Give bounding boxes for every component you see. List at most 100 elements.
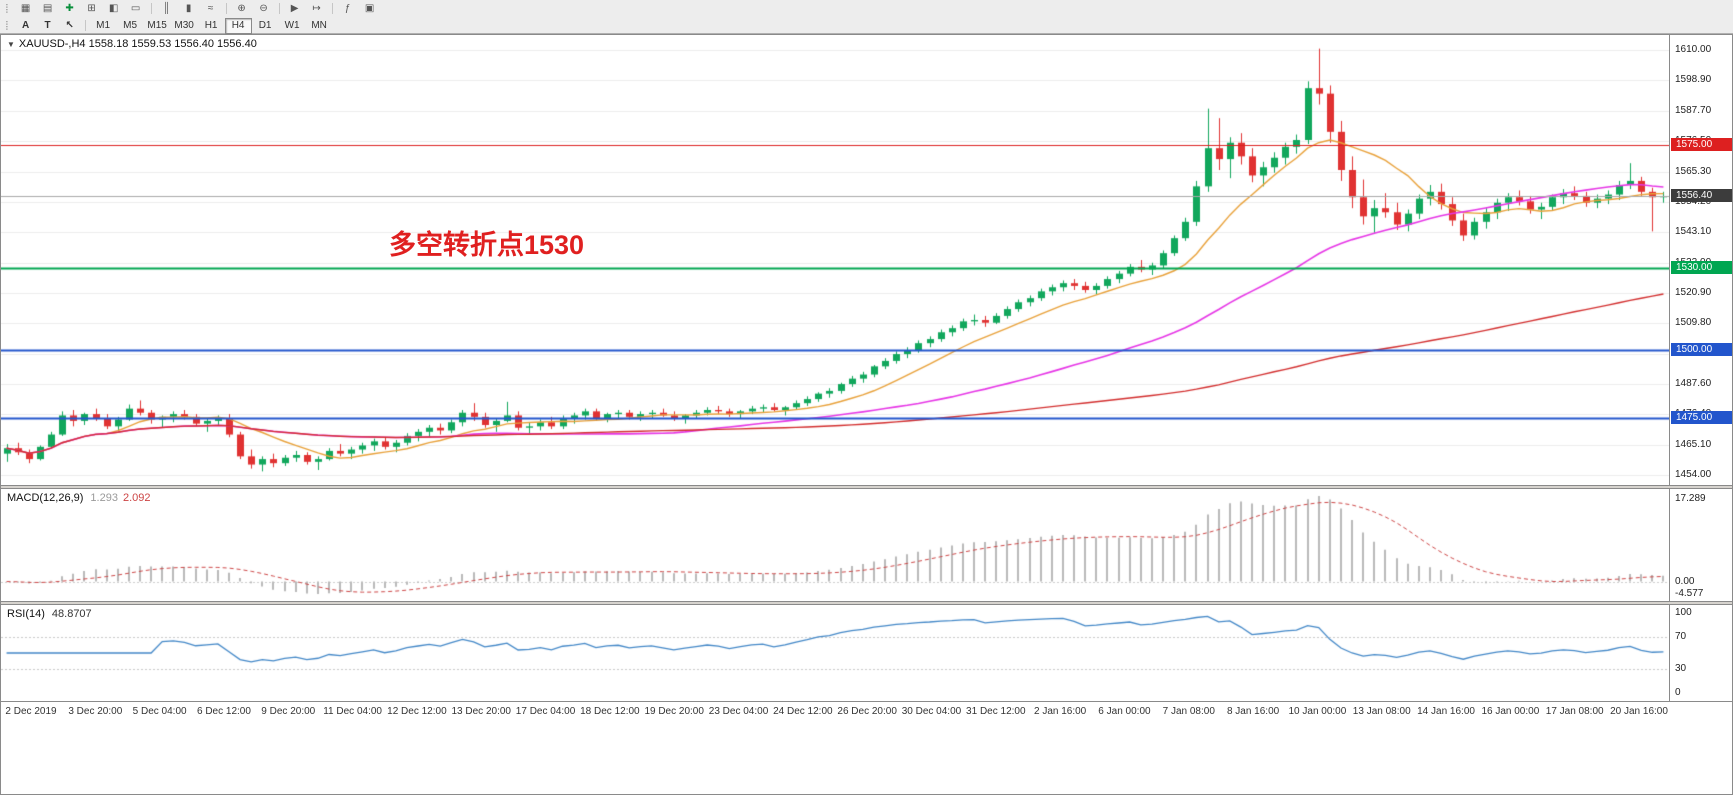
bottom-filler bbox=[1, 721, 1732, 794]
time-axis-label: 30 Dec 04:00 bbox=[901, 706, 962, 717]
timeframe-h4[interactable]: H4 bbox=[224, 17, 252, 34]
indicators-icon[interactable]: ƒ bbox=[344, 3, 351, 14]
timeframe-m15[interactable]: M15 bbox=[147, 20, 167, 31]
time-axis-label: 26 Dec 20:00 bbox=[837, 706, 897, 717]
toolbar-separator bbox=[84, 20, 86, 31]
rsi-scale-label: 0 bbox=[1675, 687, 1681, 698]
auto-scroll-icon[interactable]: ▶ bbox=[290, 3, 299, 14]
rsi-canvas[interactable] bbox=[1, 605, 1669, 701]
time-axis-label: 11 Dec 04:00 bbox=[323, 706, 382, 717]
time-axis: 2 Dec 2019 3 Dec 20:00 5 Dec 04:00 6 Dec 12… bbox=[1, 701, 1732, 721]
time-axis-label: 13 Jan 08:00 bbox=[1352, 706, 1411, 717]
time-axis-label: 5 Dec 04:00 bbox=[132, 706, 187, 717]
macd-scale-max: 17.289 bbox=[1675, 493, 1706, 504]
text-tool[interactable]: A bbox=[21, 20, 30, 31]
toolbar-drag-handle[interactable]: ⡇ bbox=[5, 3, 12, 13]
time-axis-label: 9 Dec 20:00 bbox=[261, 706, 316, 717]
time-axis-label: 18 Dec 12:00 bbox=[580, 706, 640, 717]
zoom-in-icon[interactable]: ⊕ bbox=[237, 3, 246, 14]
time-axis-label: 17 Jan 08:00 bbox=[1545, 706, 1604, 717]
macd-main-value: 1.293 bbox=[90, 492, 118, 504]
price-badge-1475.00[interactable]: 1475.00 bbox=[1671, 411, 1732, 424]
rsi-scale-label: 30 bbox=[1675, 663, 1687, 674]
timeframe-h1[interactable]: H1 bbox=[204, 20, 218, 31]
time-axis-label: 16 Jan 00:00 bbox=[1481, 706, 1540, 717]
time-axis-label: 13 Dec 20:00 bbox=[451, 706, 511, 717]
macd-scale-zero: 0.00 bbox=[1675, 576, 1695, 587]
price-scale[interactable]: 1610.001598.901587.701576.501565.301554.… bbox=[1669, 35, 1732, 701]
line-chart-icon[interactable]: ≈ bbox=[207, 3, 214, 14]
toolbar-separator bbox=[150, 3, 152, 14]
toolbar-separator bbox=[331, 3, 333, 14]
price-tick-label: 1520.90 bbox=[1675, 287, 1712, 298]
tile-windows-icon[interactable]: ▣ bbox=[364, 3, 375, 14]
time-axis-label: 12 Dec 12:00 bbox=[387, 706, 447, 717]
macd-indicator-label: MACD(12,26,9) 1.293 2.092 bbox=[7, 492, 150, 504]
price-badge-1530.00[interactable]: 1530.00 bbox=[1671, 261, 1732, 274]
rsi-scale-label: 70 bbox=[1675, 631, 1687, 642]
macd-scale-min: -4.577 bbox=[1675, 588, 1704, 599]
price-tick-label: 1598.90 bbox=[1675, 74, 1712, 85]
macd-canvas[interactable] bbox=[1, 489, 1669, 601]
symbol-ohlc-label: ▼ XAUUSD-,H4 1558.18 1559.53 1556.40 1556… bbox=[7, 38, 257, 50]
time-axis-label: 20 Jan 16:00 bbox=[1610, 706, 1668, 717]
profiles-icon[interactable]: ▤ bbox=[42, 3, 53, 14]
price-tick-label: 1543.10 bbox=[1675, 226, 1712, 237]
time-axis-label: 8 Jan 16:00 bbox=[1226, 706, 1280, 717]
time-axis-label: 14 Jan 16:00 bbox=[1417, 706, 1475, 717]
timeframe-d1[interactable]: D1 bbox=[258, 20, 272, 31]
time-axis-label: 3 Dec 20:00 bbox=[68, 706, 123, 717]
time-axis-label: 19 Dec 20:00 bbox=[644, 706, 704, 717]
symbol-ohlc-text: XAUUSD-,H4 1558.18 1559.53 1556.40 1556.… bbox=[18, 38, 257, 50]
price-tick-label: 1565.30 bbox=[1675, 166, 1712, 177]
time-axis-label: 23 Dec 04:00 bbox=[708, 706, 769, 717]
time-axis-label: 6 Jan 00:00 bbox=[1098, 706, 1151, 717]
macd-signal-value: 2.092 bbox=[122, 492, 151, 504]
toolbar-drag-handle[interactable]: ⡇ bbox=[5, 20, 12, 30]
rsi-value: 48.8707 bbox=[51, 608, 92, 620]
current-price-badge: 1556.40 bbox=[1671, 189, 1732, 202]
arrow-objects-tool[interactable]: ↖ bbox=[65, 20, 74, 31]
main-chart-canvas[interactable] bbox=[1, 35, 1669, 485]
time-axis-label: 10 Jan 00:00 bbox=[1288, 706, 1347, 717]
chart-shift-icon[interactable]: ↦ bbox=[312, 3, 321, 14]
price-badge-1575.00[interactable]: 1575.00 bbox=[1671, 138, 1732, 151]
time-axis-label: 2 Dec 2019 bbox=[5, 706, 57, 717]
zoom-out-icon[interactable]: ⊖ bbox=[259, 3, 268, 14]
chart-annotation: 多空转折点1530 bbox=[389, 230, 585, 260]
macd-name: MACD(12,26,9) bbox=[7, 492, 84, 504]
time-axis-label: 17 Dec 04:00 bbox=[515, 706, 576, 717]
panel-splitter[interactable] bbox=[1, 485, 1732, 489]
top-toolbar: ⡇ ▦ ▤ ✚ ⊞ ◧ ▭ ║ ▮ ≈ ⊕ ⊖ ▶ ↦ ƒ ▣ ⡇ A T ↖ M1 M5 M15 M30 H1 H4 D1 W1 M… bbox=[0, 0, 1733, 34]
market-watch-icon[interactable]: ⊞ bbox=[87, 3, 96, 14]
navigator-icon[interactable]: ◧ bbox=[108, 3, 119, 14]
price-tick-label: 1465.10 bbox=[1675, 439, 1712, 450]
bar-chart-icon[interactable]: ║ bbox=[163, 3, 171, 14]
price-badge-1500.00[interactable]: 1500.00 bbox=[1671, 343, 1732, 356]
rsi-name: RSI(14) bbox=[7, 608, 45, 620]
timeframe-m30[interactable]: M30 bbox=[174, 20, 194, 31]
time-axis-label: 6 Dec 12:00 bbox=[196, 706, 251, 717]
chart-window[interactable]: ▼ XAUUSD-,H4 1558.18 1559.53 1556.40 1556… bbox=[0, 34, 1733, 795]
terminal-icon[interactable]: ▭ bbox=[130, 3, 141, 14]
candlestick-chart-icon[interactable]: ▮ bbox=[185, 3, 192, 14]
timeframe-m5[interactable]: M5 bbox=[123, 20, 138, 31]
time-axis-label: 2 Jan 16:00 bbox=[1033, 706, 1087, 717]
price-tick-label: 1487.60 bbox=[1675, 378, 1712, 389]
price-tick-label: 1587.70 bbox=[1675, 105, 1712, 116]
toolbar-separator bbox=[225, 3, 227, 14]
time-axis-label: 24 Dec 12:00 bbox=[773, 706, 833, 717]
text-label-tool[interactable]: T bbox=[44, 20, 51, 31]
timeframe-m1[interactable]: M1 bbox=[96, 20, 111, 31]
toolbar-row-2: ⡇ A T ↖ M1 M5 M15 M30 H1 H4 D1 W1 MN bbox=[0, 17, 1733, 34]
new-chart-icon[interactable]: ▦ bbox=[20, 3, 31, 14]
panel-splitter[interactable] bbox=[1, 601, 1732, 605]
timeframe-w1[interactable]: W1 bbox=[284, 20, 300, 31]
time-axis-label: 7 Jan 08:00 bbox=[1162, 706, 1215, 717]
timeframe-mn[interactable]: MN bbox=[311, 20, 327, 31]
price-tick-label: 1454.00 bbox=[1675, 469, 1712, 480]
collapse-ohlc-icon[interactable]: ▼ bbox=[7, 40, 15, 49]
rsi-scale-label: 100 bbox=[1675, 607, 1692, 618]
new-order-icon[interactable]: ✚ bbox=[65, 3, 74, 14]
price-tick-label: 1509.80 bbox=[1675, 317, 1712, 328]
